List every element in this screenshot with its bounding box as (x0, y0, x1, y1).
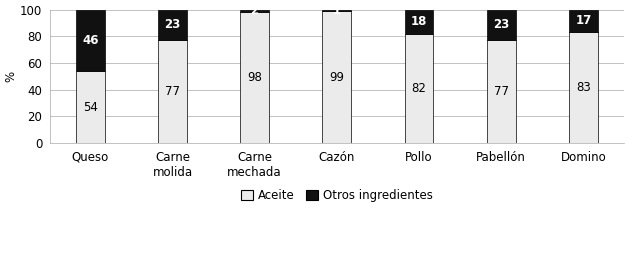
Text: 54: 54 (83, 101, 98, 113)
Bar (241, 10, 269, 12)
Bar (158, 40, 187, 143)
Y-axis label: %: % (4, 71, 17, 82)
Bar (569, 10, 598, 32)
Text: 17: 17 (575, 14, 592, 27)
Bar (76, 10, 105, 71)
Bar (487, 10, 516, 40)
Text: 2: 2 (251, 4, 259, 17)
Legend: Aceite, Otros ingredientes: Aceite, Otros ingredientes (236, 184, 437, 206)
Bar (487, 40, 516, 143)
Text: 83: 83 (576, 81, 591, 94)
Text: 46: 46 (82, 34, 99, 47)
Bar (404, 10, 433, 34)
Text: 99: 99 (329, 70, 344, 84)
Bar (404, 34, 433, 143)
Text: 23: 23 (493, 18, 509, 32)
Text: 82: 82 (411, 82, 426, 95)
Text: 77: 77 (494, 85, 509, 98)
Bar (322, 10, 351, 11)
Text: 98: 98 (247, 71, 262, 84)
Bar (241, 12, 269, 143)
Bar (158, 10, 187, 40)
Bar (76, 71, 105, 143)
Text: 23: 23 (165, 18, 181, 32)
Text: 1: 1 (333, 4, 341, 17)
Text: 77: 77 (165, 85, 180, 98)
Bar (569, 32, 598, 143)
Bar (322, 11, 351, 143)
Text: 18: 18 (411, 15, 427, 28)
